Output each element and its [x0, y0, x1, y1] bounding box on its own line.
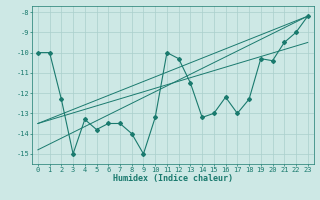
X-axis label: Humidex (Indice chaleur): Humidex (Indice chaleur) [113, 174, 233, 183]
